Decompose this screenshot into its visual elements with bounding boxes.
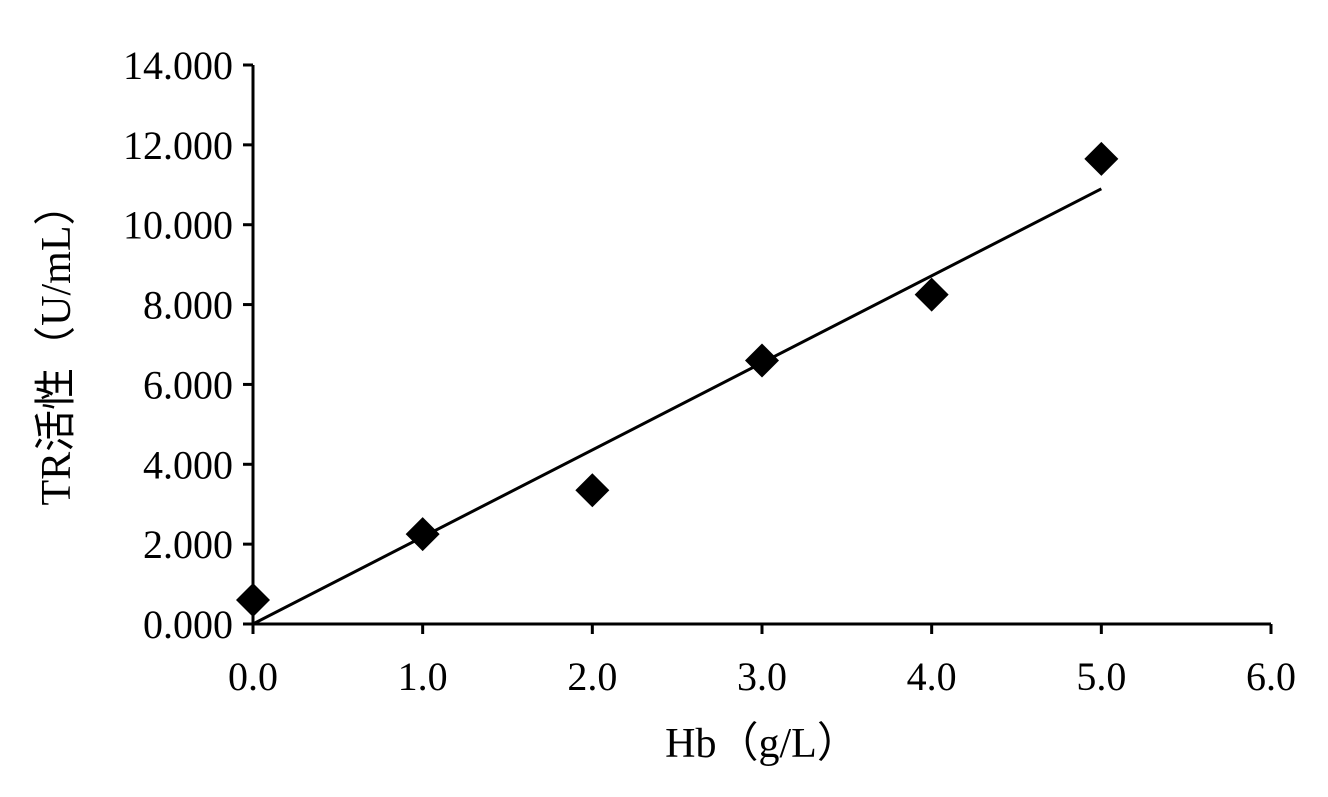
- data-point: [914, 277, 949, 312]
- y-axis-label: TR活性（U/mL）: [34, 184, 80, 506]
- y-tick-label: 0.000: [143, 602, 233, 647]
- data-point: [1084, 141, 1119, 176]
- x-tick-label: 0.0: [228, 654, 278, 699]
- y-tick-label: 8.000: [143, 283, 233, 328]
- trendline: [252, 187, 1103, 626]
- x-tick-label: 6.0: [1246, 654, 1296, 699]
- x-axis-label: Hb（g/L）: [665, 721, 859, 767]
- trendline-group: [252, 187, 1103, 626]
- y-tick-label: 10.000: [123, 203, 233, 248]
- data-point: [405, 517, 440, 552]
- data-point: [236, 583, 270, 618]
- y-tick-label: 6.000: [143, 362, 233, 407]
- data-point: [745, 343, 779, 378]
- x-tick-label: 2.0: [567, 654, 617, 699]
- x-tick-label: 4.0: [907, 654, 957, 699]
- data-points: [236, 141, 1119, 618]
- x-tick-label: 3.0: [737, 654, 787, 699]
- y-tick-label: 2.000: [143, 522, 233, 567]
- x-tick-label: 5.0: [1076, 654, 1126, 699]
- data-point: [575, 473, 610, 508]
- y-tick-label: 14.000: [123, 43, 233, 88]
- y-tick-label: 12.000: [123, 123, 233, 168]
- y-tick-label: 4.000: [143, 442, 233, 487]
- x-tick-label: 1.0: [398, 654, 448, 699]
- axes: 0.000 2.000 4.000 6.000 8.000 10.000 12.000 14.…: [123, 43, 1296, 699]
